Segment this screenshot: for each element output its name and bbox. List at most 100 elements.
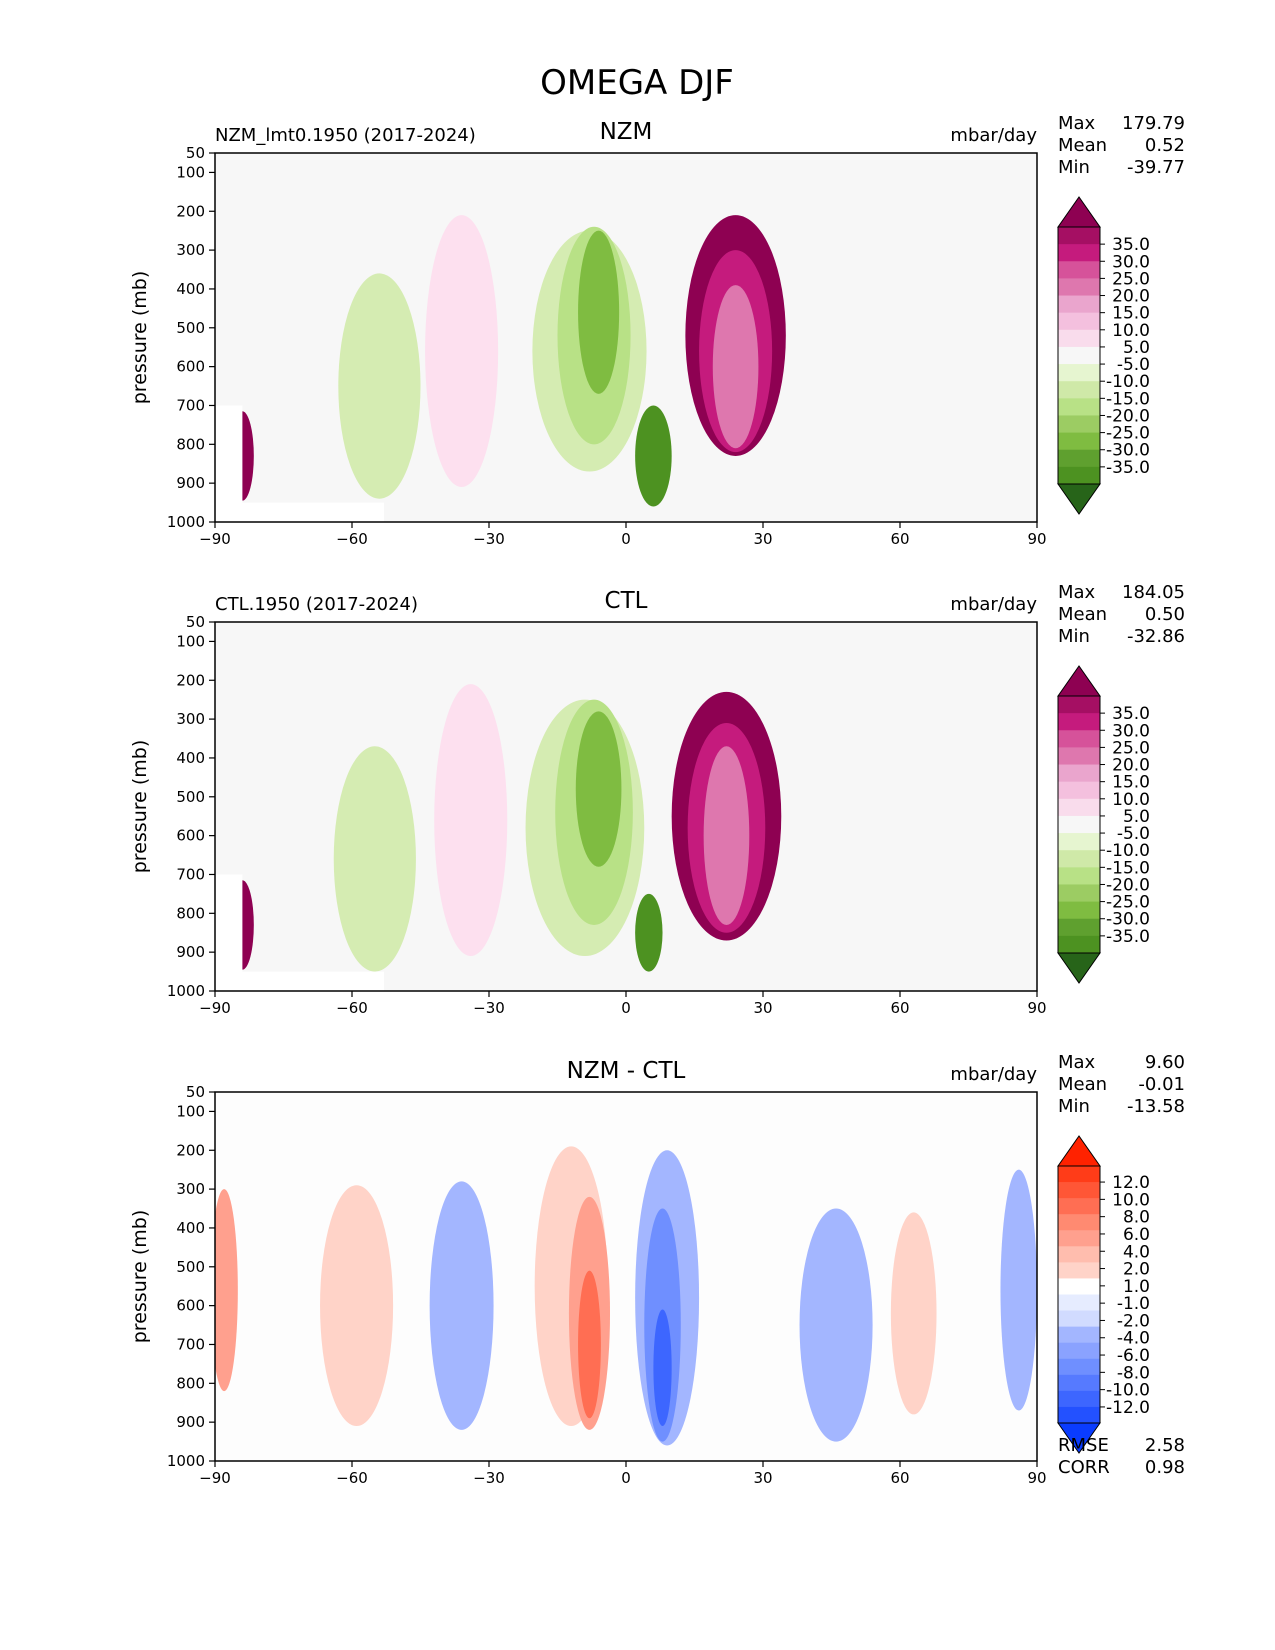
- colorbar-frame: [1057, 1165, 1101, 1424]
- y-tick-label: 400: [176, 749, 205, 767]
- colorbar-label: -10.0: [1106, 372, 1150, 392]
- colorbar-label: 4.0: [1123, 1242, 1150, 1262]
- colorbar-segment: [1058, 381, 1100, 399]
- colorbar-segment: [1058, 730, 1100, 748]
- x-tick-label: 90: [1027, 999, 1046, 1017]
- colorbar-label: -20.0: [1106, 875, 1150, 895]
- x-tick-label: 60: [890, 999, 909, 1017]
- stat-value: 0.50: [1145, 604, 1185, 625]
- colorbar-label: 10.0: [1112, 790, 1150, 810]
- colorbar-extend-bottom: [1057, 483, 1101, 515]
- stat-value: 184.05: [1122, 582, 1185, 603]
- y-tick-label: 400: [176, 280, 205, 298]
- y-tick-label: 200: [176, 1141, 205, 1159]
- stat-value: 0.52: [1145, 135, 1185, 156]
- colorbar-segment: [1058, 850, 1100, 868]
- colorbar-extend-top: [1057, 196, 1101, 228]
- contour-region: [578, 1270, 601, 1419]
- y-tick-label: 800: [176, 904, 205, 922]
- colorbar-segment: [1058, 227, 1100, 245]
- colorbar-segment: [1058, 1246, 1100, 1263]
- colorbar-segment: [1058, 1358, 1100, 1376]
- contour-region: [320, 1185, 394, 1427]
- colorbar-segment: [1058, 1326, 1100, 1344]
- contour-region: [578, 230, 620, 394]
- x-tick-label: −60: [336, 999, 368, 1017]
- stat-label: Mean: [1058, 135, 1107, 156]
- colorbar-segment: [1058, 935, 1100, 954]
- colorbar-label: 20.0: [1112, 287, 1150, 307]
- y-tick-label: 600: [176, 827, 205, 845]
- y-tick-label: 800: [176, 435, 205, 453]
- extra-stat-value: 2.58: [1145, 1435, 1185, 1456]
- x-tick-label: 60: [890, 1469, 909, 1487]
- contour-region: [635, 405, 672, 507]
- colorbar-label: 15.0: [1112, 304, 1150, 324]
- topography-mask: [215, 874, 384, 991]
- colorbar-frame: [1057, 226, 1101, 485]
- contour-layer: [215, 215, 786, 522]
- run-label: NZM_lmt0.1950 (2017-2024): [215, 125, 476, 146]
- colorbar-label: -12.0: [1106, 1398, 1150, 1418]
- colorbar-segment: [1058, 449, 1100, 468]
- y-tick-label: 900: [176, 474, 205, 492]
- colorbar-segment: [1058, 1406, 1100, 1424]
- contour-region: [635, 893, 663, 972]
- contour-region: [1000, 1169, 1037, 1411]
- colorbar-label: -8.0: [1117, 1363, 1150, 1383]
- stat-value: -13.58: [1127, 1096, 1185, 1117]
- contour-region: [425, 215, 499, 488]
- colorbar-segment: [1058, 815, 1100, 834]
- colorbar-label: -25.0: [1106, 424, 1150, 444]
- colorbar-segment: [1058, 244, 1100, 262]
- colorbar-extend-top: [1057, 1135, 1101, 1167]
- y-tick-label: 1000: [167, 1452, 205, 1470]
- colorbar-label: 10.0: [1112, 1190, 1150, 1210]
- colorbar-label: -5.0: [1117, 355, 1150, 375]
- colorbar-label: 5.0: [1123, 807, 1150, 827]
- colorbar-segment: [1058, 346, 1100, 365]
- colorbar-segment: [1058, 1278, 1100, 1295]
- y-tick-label: 300: [176, 241, 205, 259]
- stat-label: Mean: [1058, 1074, 1107, 1095]
- y-tick-label: 700: [176, 396, 205, 414]
- contour-region: [799, 1208, 873, 1442]
- panel-title: CTL: [605, 588, 648, 614]
- colorbar-segment: [1058, 764, 1100, 783]
- stat-label: Max: [1058, 582, 1096, 603]
- colorbar-label: 1.0: [1123, 1277, 1150, 1297]
- x-tick-label: −30: [473, 1469, 505, 1487]
- colorbar-segment: [1058, 713, 1100, 731]
- y-axis-label: pressure (mb): [129, 740, 151, 874]
- colorbar-segment: [1058, 798, 1100, 817]
- contour-region: [429, 1181, 494, 1430]
- colorbar-segment: [1058, 1198, 1100, 1215]
- colorbar-segment: [1058, 1214, 1100, 1231]
- panel-title: NZM - CTL: [567, 1058, 686, 1084]
- colorbar-frame: [1057, 695, 1101, 954]
- x-tick-label: 30: [753, 1469, 772, 1487]
- stat-label: Max: [1058, 1052, 1096, 1073]
- colorbar-segment: [1058, 1374, 1100, 1392]
- colorbar-label: 35.0: [1112, 704, 1150, 724]
- colorbar-label: -25.0: [1106, 893, 1150, 913]
- run-label: CTL.1950 (2017-2024): [215, 594, 418, 615]
- stat-label: Mean: [1058, 604, 1107, 625]
- x-tick-label: 0: [621, 999, 631, 1017]
- colorbar-segment: [1058, 466, 1100, 485]
- colorbar-segment: [1058, 295, 1100, 314]
- panel-title: NZM: [600, 119, 653, 145]
- colorbar-label: 12.0: [1112, 1173, 1150, 1193]
- y-tick-label: 500: [176, 788, 205, 806]
- colorbar-segment: [1058, 1310, 1100, 1328]
- colorbar-label: -30.0: [1106, 441, 1150, 461]
- contour-region: [333, 746, 416, 972]
- units-label: mbar/day: [950, 1064, 1037, 1085]
- y-tick-label: 100: [176, 1102, 205, 1120]
- colorbar-label: 2.0: [1123, 1260, 1150, 1280]
- y-tick-label: 600: [176, 358, 205, 376]
- colorbar-extend-top: [1057, 665, 1101, 697]
- y-tick-label: 200: [176, 671, 205, 689]
